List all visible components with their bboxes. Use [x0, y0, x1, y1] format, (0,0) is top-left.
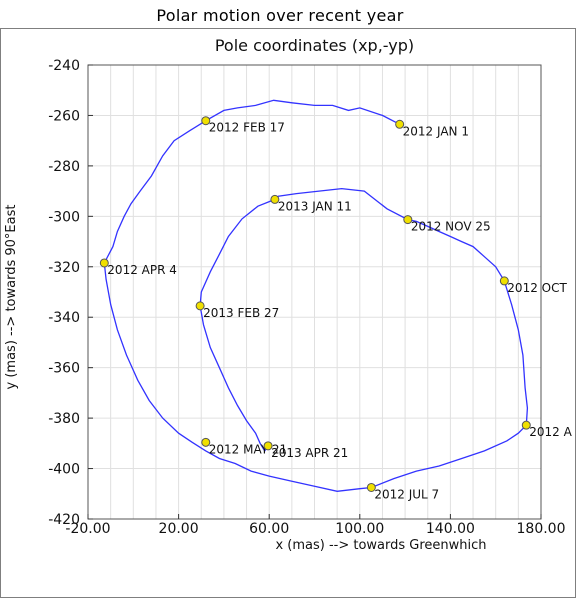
- x-tick-label: 140.00: [426, 521, 475, 537]
- y-tick-label: -260: [48, 108, 80, 124]
- date-label: 2012 OCT: [507, 281, 567, 295]
- y-tick-label: -380: [48, 411, 80, 427]
- y-tick-label: -320: [48, 260, 80, 276]
- date-label: 2013 JAN 11: [278, 199, 352, 213]
- x-tick-label: 100.00: [335, 521, 384, 537]
- date-label: 2012 JAN 1: [403, 124, 469, 138]
- grid-lines: [87, 64, 542, 520]
- date-label: 2012 JUL 7: [374, 487, 439, 501]
- date-marker: [395, 119, 405, 129]
- x-axis-title: x (mas) --> towards Greenwhich: [275, 538, 486, 553]
- date-marker: [270, 194, 280, 204]
- date-label: 2012 A: [529, 425, 572, 439]
- x-tick-label: 20.00: [159, 521, 199, 537]
- x-tick-label: 60.00: [249, 521, 289, 537]
- date-marker: [366, 482, 376, 492]
- axis-ticks: -20.00 20.00 60.00 100.00 140.00 180.00 -240 -2…: [48, 58, 565, 537]
- date-marker: [201, 116, 211, 126]
- plot-area: [87, 64, 542, 520]
- polar-motion-line: [103, 99, 529, 492]
- date-marker: [499, 276, 509, 286]
- y-tick-label: -420: [48, 512, 80, 528]
- y-tick-label: -340: [48, 310, 80, 326]
- date-marker: [201, 437, 211, 447]
- date-marker: [521, 420, 531, 430]
- chart-frame: Pole coordinates (xp,-yp) -20.00 20.00 60.…: [0, 28, 576, 598]
- date-marker: [99, 258, 109, 268]
- date-label: 2012 APR 4: [107, 263, 177, 277]
- y-tick-label: -360: [48, 361, 80, 377]
- pole-coordinates-chart: Pole coordinates (xp,-yp) -20.00 20.00 60.…: [4, 36, 573, 553]
- y-tick-label: -400: [48, 462, 80, 478]
- date-label: 2012 FEB 17: [209, 121, 285, 135]
- y-tick-label: -300: [48, 209, 80, 225]
- y-tick-label: -280: [48, 159, 80, 175]
- x-tick-label: 180.00: [517, 521, 566, 537]
- date-marker: [403, 215, 413, 225]
- page-title: Polar motion over recent year: [156, 6, 404, 25]
- date-label: 2013 FEB 27: [203, 306, 279, 320]
- date-marker: [195, 301, 205, 311]
- y-tick-label: -240: [48, 58, 80, 74]
- y-axis-title: y (mas) --> towards 90°East: [4, 205, 19, 390]
- date-marker: [263, 441, 273, 451]
- x-tick-label: -20.00: [65, 521, 110, 537]
- chart-title: Pole coordinates (xp,-yp): [215, 36, 414, 55]
- date-label: 2012 NOV 25: [411, 220, 491, 234]
- date-label: 2013 APR 21: [271, 446, 348, 460]
